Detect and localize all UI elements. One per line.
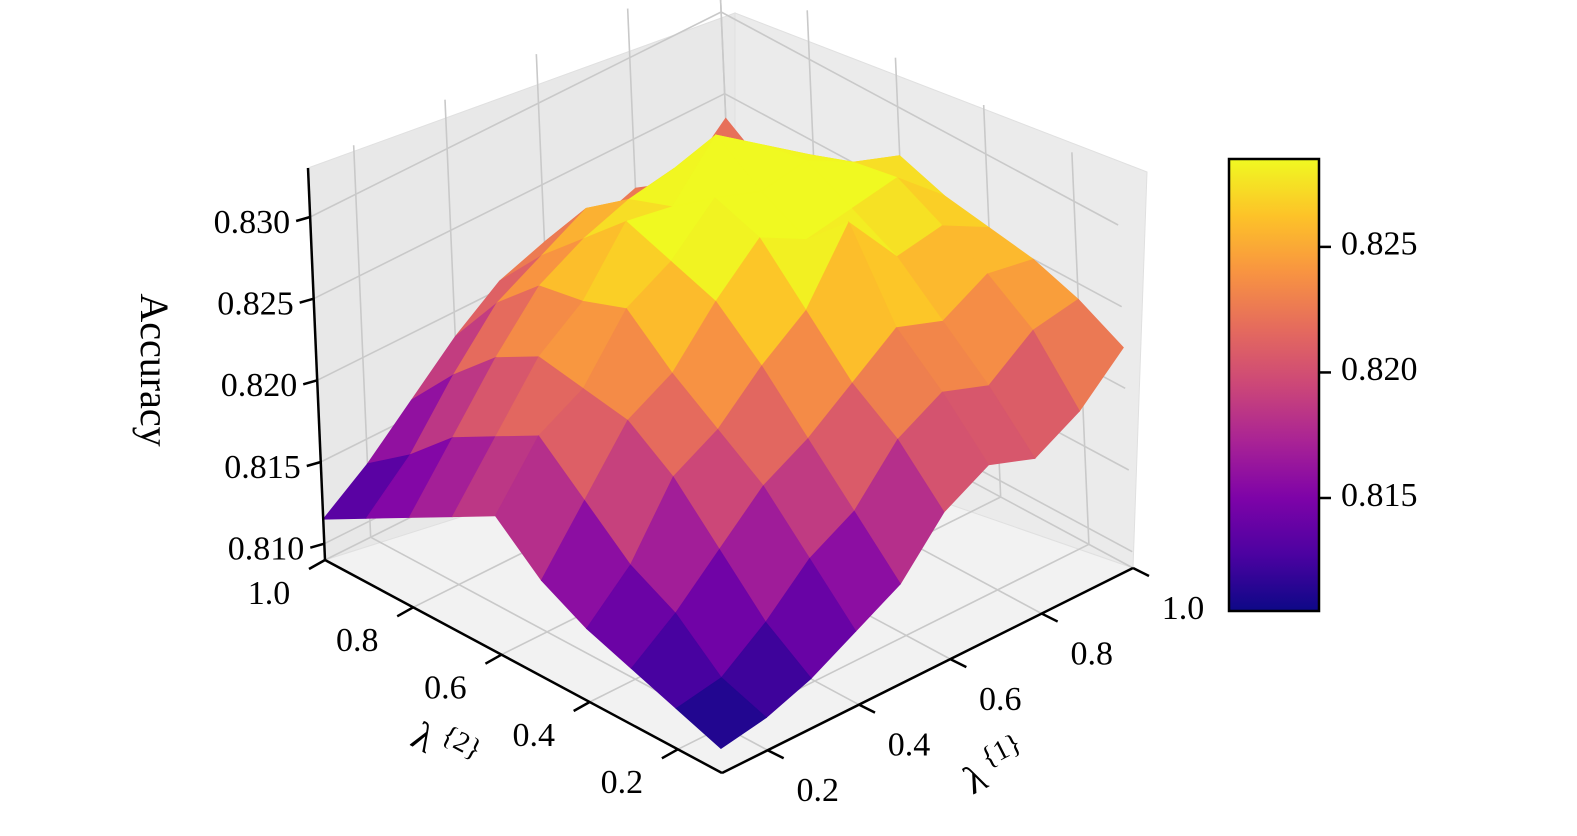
x-tick [949, 657, 967, 669]
x-tick-label: 0.6 [979, 681, 1022, 718]
x-tick [1041, 612, 1059, 623]
z-tick [299, 297, 315, 304]
y-tick [308, 558, 326, 571]
colorbar-tick-label: 0.825 [1341, 226, 1418, 263]
y-tick-label: 0.6 [424, 669, 467, 706]
z-axis-label: Accuracy [132, 293, 177, 446]
z-tick [295, 215, 311, 223]
x-tick-label: 0.8 [1070, 635, 1113, 672]
z-tick-label: 0.815 [224, 449, 301, 486]
x-tick [1132, 566, 1150, 578]
z-tick-label: 0.825 [217, 285, 294, 322]
colorbar-tick-label: 0.815 [1341, 477, 1418, 514]
x-tick [858, 703, 876, 714]
y-tick-label: 1.0 [248, 575, 291, 612]
y-tick-label: 0.2 [601, 764, 644, 801]
y-tick-label: 0.4 [512, 717, 555, 754]
grid-line [720, 11, 1119, 226]
y-tick [661, 748, 679, 760]
y-axis-label: λ{2} [405, 707, 487, 783]
y-tick [396, 606, 414, 618]
x-tick [767, 749, 785, 760]
y-tick [573, 700, 591, 713]
z-tick [309, 542, 325, 549]
z-tick-label: 0.820 [221, 367, 298, 404]
grid-line [313, 92, 726, 300]
z-tick-label: 0.810 [228, 530, 305, 567]
x-tick-label: 0.4 [888, 726, 931, 763]
colorbar-tick-label: 0.820 [1341, 351, 1418, 388]
x-axis-line [721, 566, 1134, 775]
y-tick-label: 0.8 [336, 622, 379, 659]
x-axis-label: λ{1} [953, 728, 1035, 804]
y-tick [484, 653, 503, 665]
surface-face [675, 677, 767, 750]
y-axis-line [324, 558, 723, 775]
colorbar-gradient [1227, 157, 1321, 613]
grid-line [309, 11, 722, 218]
z-axis-line [306, 167, 327, 561]
x-tick-label: 0.2 [796, 772, 839, 809]
surface [322, 117, 1124, 750]
x-tick-label: 1.0 [1162, 590, 1205, 627]
axes: 0.2 0.4 0.6 0.8 1.0 0.2 0.4 0.6 0.8 1.0 0.810 0.815… [214, 167, 1205, 809]
colorbar-ticks: 0.815 0.820 0.825 [1319, 226, 1418, 514]
z-tick [302, 379, 318, 386]
z-tick [306, 460, 322, 468]
z-tick-label: 0.830 [214, 204, 291, 241]
colorbar: 0.815 0.820 0.825 [1227, 157, 1418, 613]
